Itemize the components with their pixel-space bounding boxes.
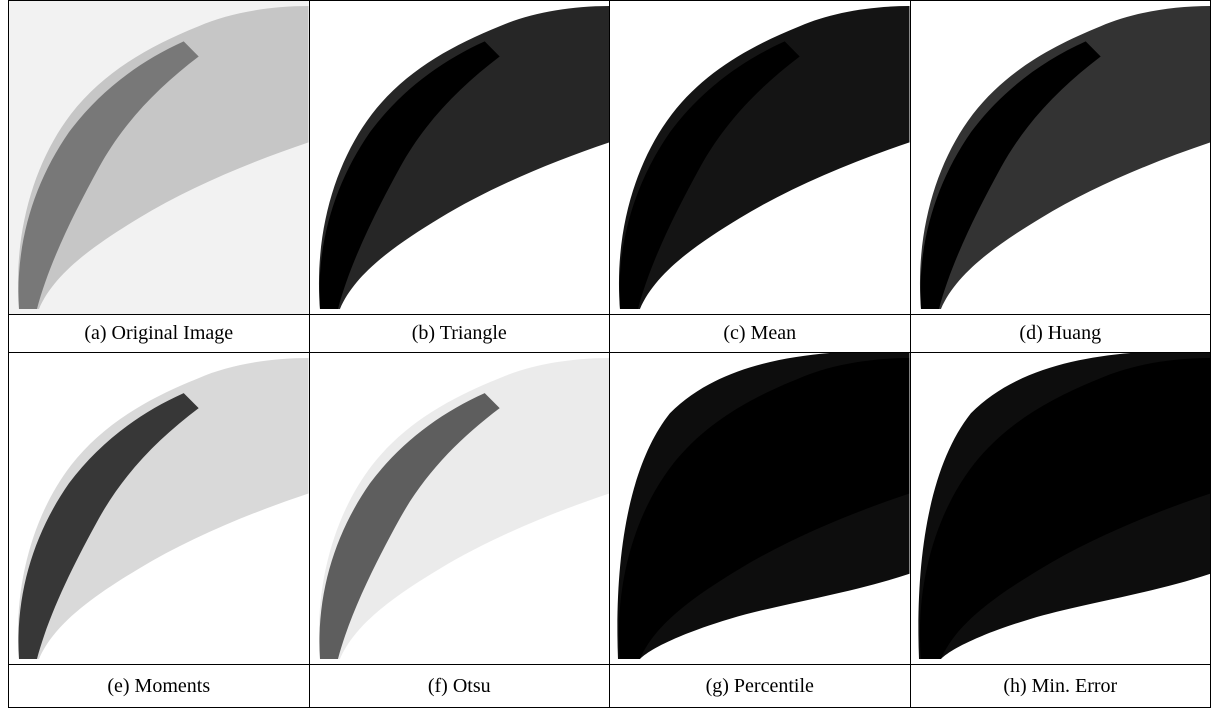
- caption: (h) Min. Error: [909, 664, 1211, 708]
- caption: (b) Triangle: [308, 314, 610, 353]
- caption: (f) Otsu: [308, 664, 610, 708]
- image-cell: [8, 352, 310, 665]
- figure-table: (a) Original Image (b) Triangle (c) Mean…: [8, 0, 1211, 708]
- image: [318, 358, 609, 659]
- image: [9, 1, 309, 314]
- caption: (e) Moments: [8, 664, 310, 708]
- caption: (c) Mean: [609, 314, 911, 353]
- image: [17, 358, 309, 659]
- image-cell: [308, 352, 610, 665]
- image-cell: [8, 0, 310, 315]
- image-cell: [609, 0, 911, 315]
- image-cell: [909, 0, 1211, 315]
- image: [617, 353, 910, 659]
- image-cell: [609, 352, 911, 665]
- caption: (a) Original Image: [8, 314, 310, 353]
- caption: (d) Huang: [909, 314, 1211, 353]
- image: [618, 6, 910, 309]
- image: [318, 6, 609, 309]
- caption: (g) Percentile: [609, 664, 911, 708]
- image: [917, 353, 1210, 659]
- image: [919, 6, 1210, 309]
- image-cell: [308, 0, 610, 315]
- image-cell: [909, 352, 1211, 665]
